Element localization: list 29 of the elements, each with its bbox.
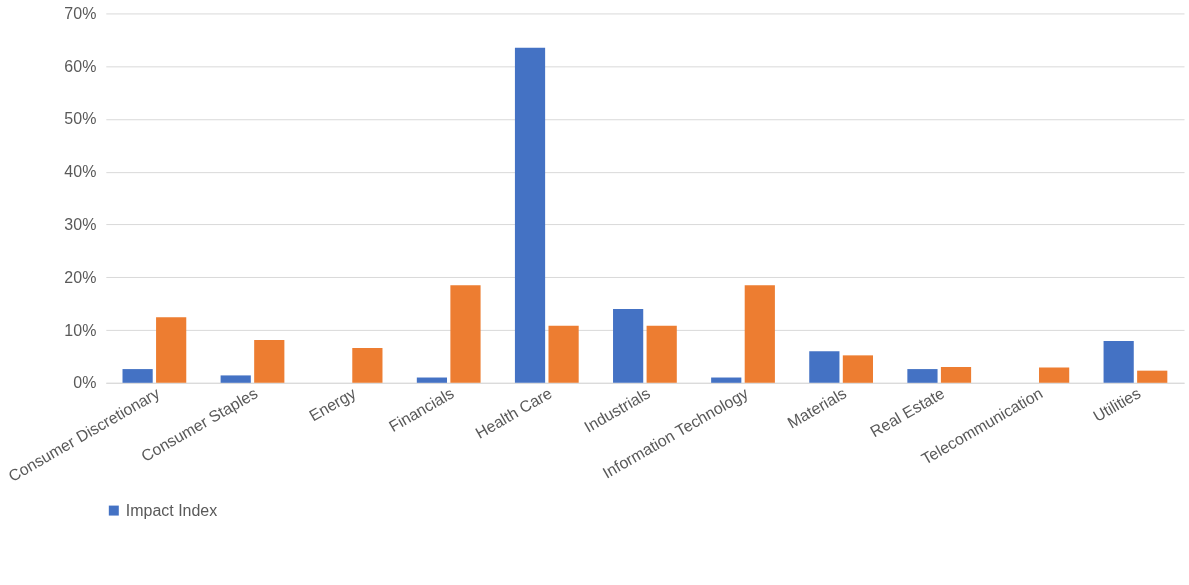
bar bbox=[122, 369, 153, 383]
bar bbox=[711, 377, 742, 383]
bar bbox=[809, 351, 840, 383]
bar bbox=[352, 347, 383, 383]
legend-label: Impact Index bbox=[125, 501, 218, 519]
y-tick-label: 40% bbox=[64, 163, 97, 181]
y-tick-label: 0% bbox=[73, 374, 97, 392]
bar bbox=[156, 317, 187, 383]
bar bbox=[613, 308, 644, 383]
y-tick-label: 50% bbox=[64, 110, 97, 128]
y-tick-label: 60% bbox=[64, 57, 97, 75]
bar bbox=[1039, 367, 1070, 383]
bar bbox=[548, 325, 579, 383]
bar bbox=[744, 285, 775, 383]
bar bbox=[450, 285, 481, 383]
y-tick-label: 70% bbox=[64, 4, 97, 22]
bar bbox=[416, 377, 448, 383]
bar bbox=[940, 366, 972, 383]
y-tick-label: 10% bbox=[64, 321, 97, 339]
bar bbox=[1137, 370, 1168, 383]
bar bbox=[646, 325, 677, 383]
bar bbox=[842, 355, 874, 383]
bar bbox=[254, 340, 285, 383]
bar bbox=[220, 375, 251, 383]
bar bbox=[907, 369, 938, 383]
y-tick-label: 20% bbox=[64, 268, 97, 286]
bar bbox=[514, 47, 546, 383]
y-tick-label: 30% bbox=[64, 215, 97, 233]
bar bbox=[1103, 341, 1134, 383]
